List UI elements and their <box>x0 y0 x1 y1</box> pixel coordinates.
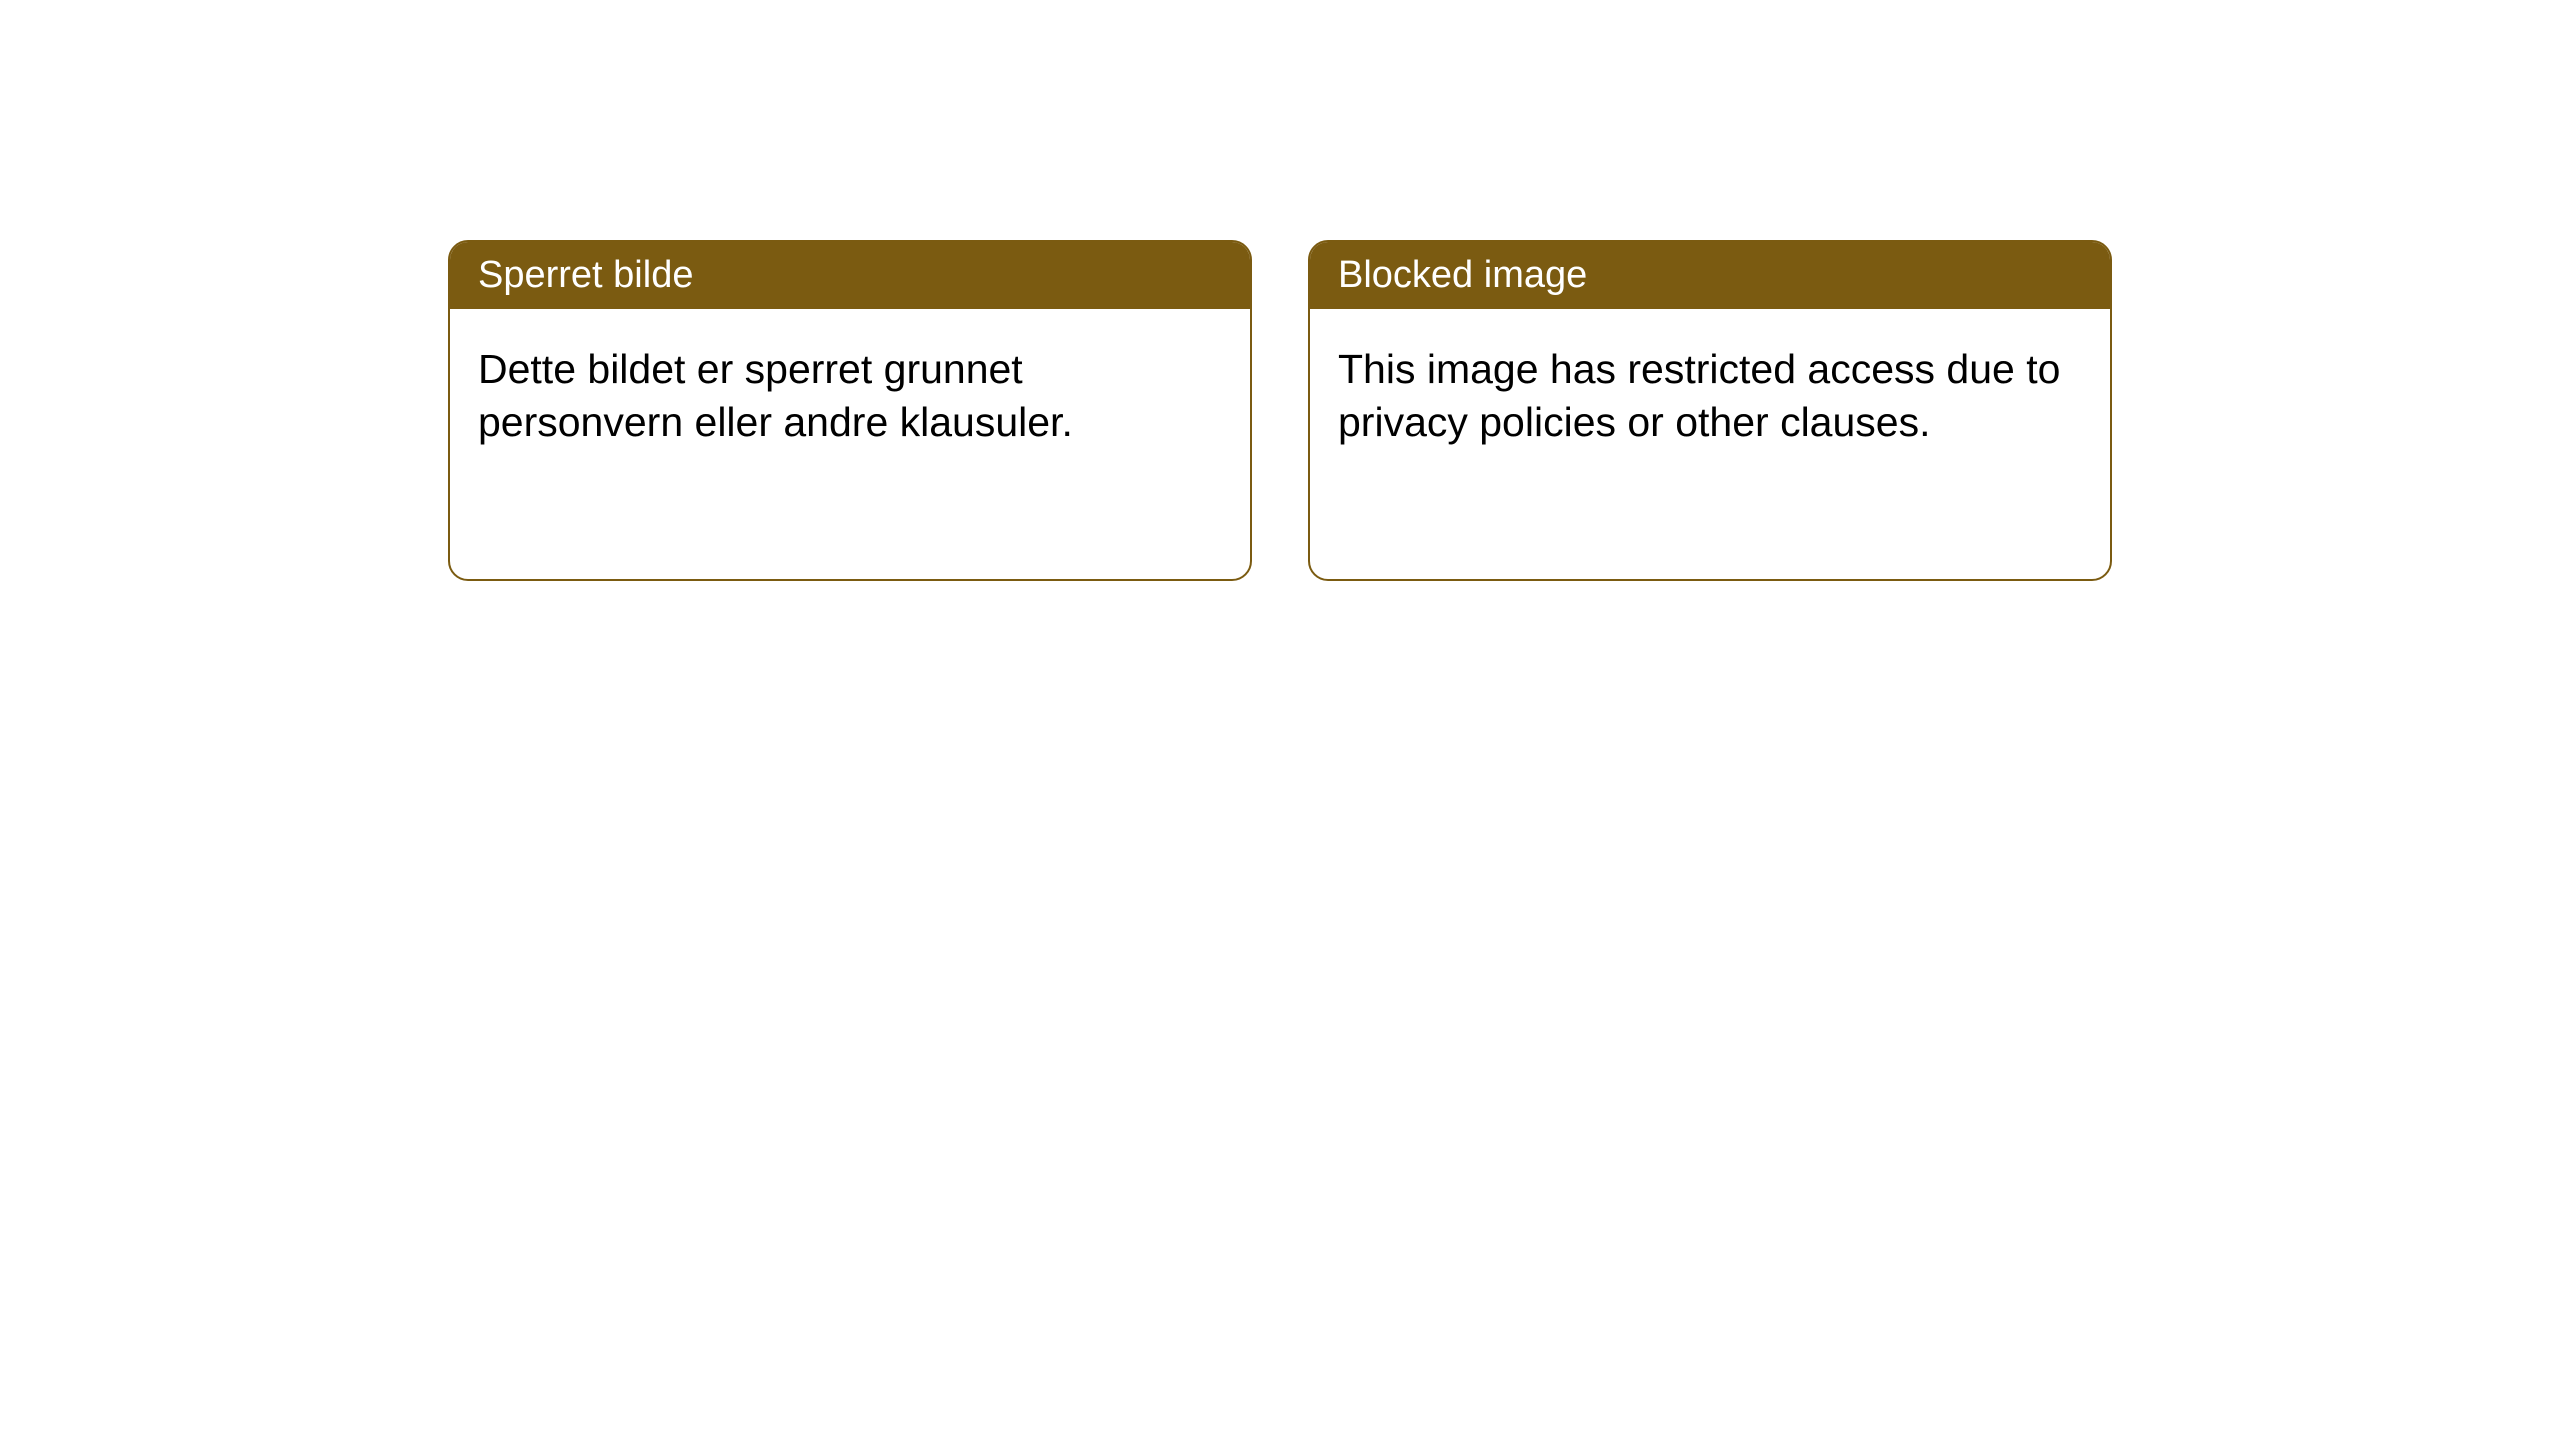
card-title: Blocked image <box>1338 254 1587 296</box>
card-header: Sperret bilde <box>450 242 1250 309</box>
notice-card-english: Blocked image This image has restricted … <box>1308 240 2112 581</box>
card-header: Blocked image <box>1310 242 2110 309</box>
card-title: Sperret bilde <box>478 254 693 296</box>
notice-cards-container: Sperret bilde Dette bildet er sperret gr… <box>448 240 2112 581</box>
card-body-text: This image has restricted access due to … <box>1338 346 2060 445</box>
notice-card-norwegian: Sperret bilde Dette bildet er sperret gr… <box>448 240 1252 581</box>
card-body: Dette bildet er sperret grunnet personve… <box>450 309 1250 579</box>
card-body-text: Dette bildet er sperret grunnet personve… <box>478 346 1073 445</box>
card-body: This image has restricted access due to … <box>1310 309 2110 579</box>
